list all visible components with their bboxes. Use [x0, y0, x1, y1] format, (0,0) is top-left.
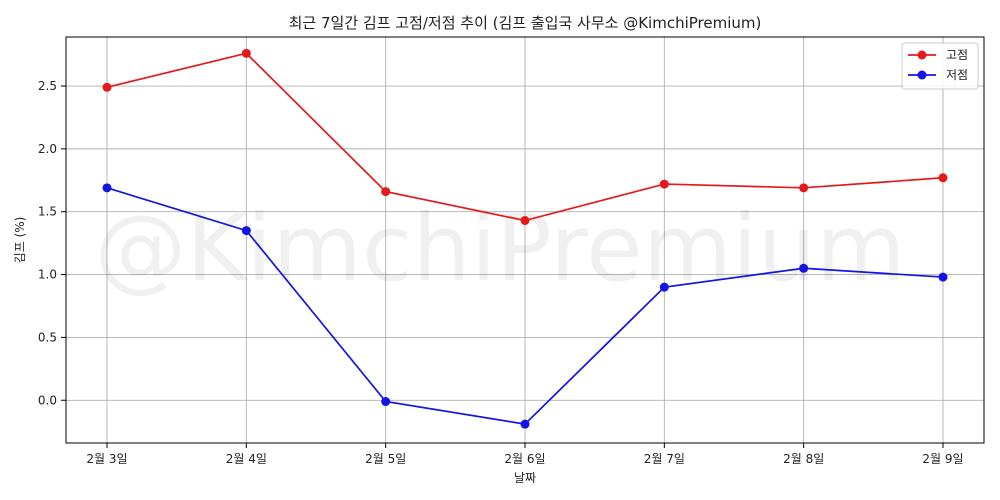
data-point: [241, 226, 251, 236]
y-tick-label: 2.5: [38, 79, 57, 93]
data-point: [659, 282, 669, 292]
legend-marker: [917, 50, 927, 60]
series-layer: [102, 48, 948, 429]
ticks: 2월 3일 2월 4일 2월 5일 2월 6일 2월 7일 2월 8일 2월 9일 0.0 0.…: [38, 79, 964, 466]
data-point: [938, 173, 948, 183]
legend-label: 저점: [946, 68, 968, 82]
data-point: [938, 272, 948, 282]
data-point: [102, 82, 112, 92]
x-tick-label: 2월 8일: [783, 452, 824, 466]
data-point: [799, 183, 809, 193]
grid: [66, 37, 984, 443]
legend-marker: [917, 70, 927, 80]
data-point: [520, 419, 530, 429]
x-tick-label: 2월 3일: [86, 452, 127, 466]
x-tick-label: 2월 7일: [644, 452, 685, 466]
y-tick-label: 0.5: [38, 330, 57, 344]
legend-label: 고점: [946, 48, 968, 62]
data-point: [102, 183, 112, 193]
data-point: [381, 397, 391, 407]
y-axis-label: 김프 (%): [13, 217, 27, 264]
y-tick-label: 0.0: [38, 393, 57, 407]
x-tick-label: 2월 4일: [226, 452, 267, 466]
x-tick-label: 2월 5일: [365, 452, 406, 466]
y-tick-label: 1.0: [38, 268, 57, 282]
x-tick-label: 2월 6일: [504, 452, 545, 466]
y-tick-label: 2.0: [38, 142, 57, 156]
series-high: [102, 48, 948, 226]
y-tick-label: 1.5: [38, 205, 57, 219]
chart-title: 최근 7일간 김프 고점/저점 추이 (김프 출입국 사무소 @KimchiPr…: [289, 14, 762, 32]
data-point: [799, 263, 809, 273]
x-axis-label: 날짜: [514, 471, 536, 485]
data-point: [381, 187, 391, 197]
series-low: [102, 183, 948, 429]
data-point: [659, 179, 669, 189]
data-point: [241, 48, 251, 58]
x-tick-label: 2월 9일: [922, 452, 963, 466]
watermark: @KimchiPremium: [94, 195, 905, 302]
data-point: [520, 216, 530, 226]
